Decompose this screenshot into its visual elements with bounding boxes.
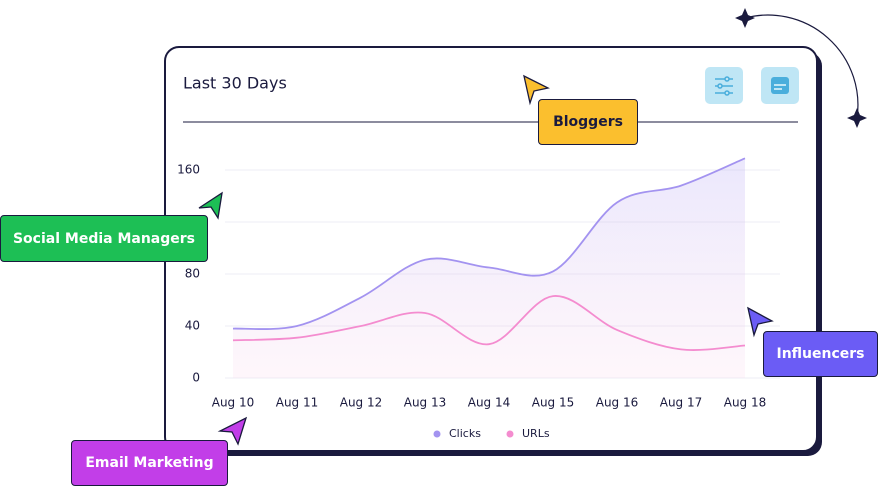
badge: Influencers — [763, 331, 878, 377]
cursor — [217, 416, 248, 446]
line — [232, 295, 746, 351]
y-tick-label: 80 — [185, 267, 200, 281]
decor-arc — [744, 14, 859, 119]
x-tick-label: Aug 17 — [660, 396, 703, 410]
x-tick-label: Aug 10 — [212, 396, 255, 410]
cursor — [747, 306, 774, 338]
sparkle — [735, 8, 755, 28]
cursor — [523, 74, 550, 106]
y-tick-label: 0 — [192, 371, 200, 385]
cursor — [198, 191, 223, 220]
legend-label: URLs — [522, 427, 550, 440]
y-tick-label: 40 — [185, 319, 200, 333]
chart-title: Last 30 Days — [183, 74, 287, 93]
legend-marker — [506, 430, 514, 438]
y-tick-label: 160 — [177, 163, 200, 177]
x-tick-label: Aug 14 — [468, 396, 511, 410]
badge: Email Marketing — [71, 440, 228, 486]
x-tick-label: Aug 18 — [724, 396, 767, 410]
legend-marker — [433, 430, 441, 438]
line — [232, 157, 746, 330]
x-tick-label: Aug 12 — [340, 396, 383, 410]
calendar-icon — [771, 77, 789, 94]
x-tick-label: Aug 13 — [404, 396, 447, 410]
sparkle — [847, 108, 867, 128]
x-tick-label: Aug 15 — [532, 396, 575, 410]
badge: Social Media Managers — [0, 215, 208, 262]
x-tick-label: Aug 16 — [596, 396, 639, 410]
badge: Bloggers — [538, 99, 638, 145]
x-tick-label: Aug 11 — [276, 396, 319, 410]
legend-label: Clicks — [449, 427, 481, 440]
filter-icon — [715, 76, 733, 96]
